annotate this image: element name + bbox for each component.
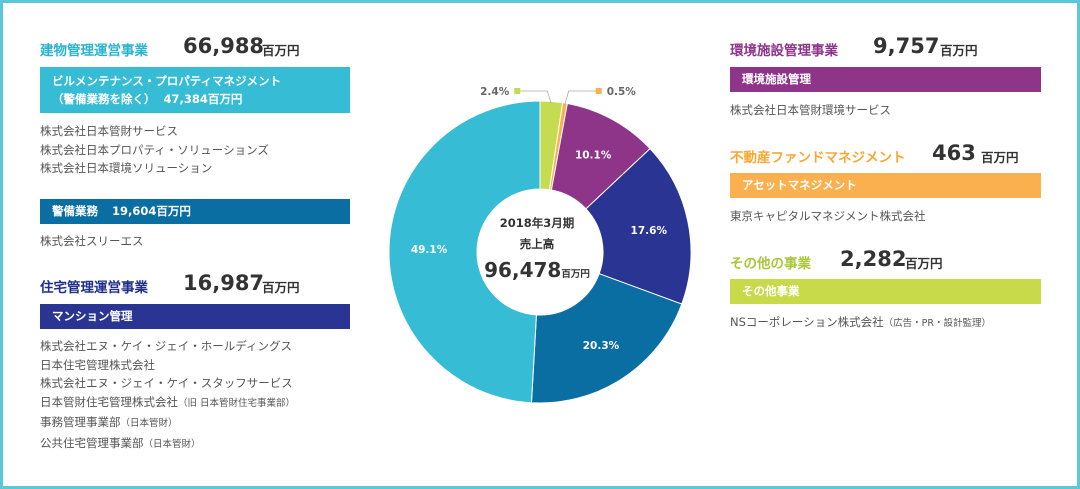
- security-bar-value: 19,604百万円: [112, 204, 191, 218]
- housing-segment-title: 住宅管理運営事業: [40, 280, 148, 296]
- env-segment-value: 9,757: [873, 34, 940, 58]
- slice-label: 17.6%: [631, 225, 668, 237]
- list-item: 株式会社日本プロパティ・ソリューションズ: [40, 142, 269, 157]
- asset-bar: アセットマネジメント: [730, 173, 1041, 198]
- center-total-value: 96,478: [484, 258, 562, 282]
- building-bar-line2-label: （警備業務を除く）: [52, 92, 156, 106]
- list-item: 株式会社エヌ・ジェイ・ケイ・スタッフサービス: [40, 374, 295, 393]
- housing-segment-value: 16,987: [183, 271, 265, 295]
- center-period: 2018年3月期: [499, 216, 575, 230]
- list-item: 公共住宅管理事業部（日本管財）: [40, 434, 295, 455]
- company-name: 日本住宅管理株式会社: [40, 357, 155, 372]
- slice-label: 10.1%: [575, 150, 612, 162]
- callout-marker: [514, 88, 521, 94]
- other-segment-value: 2,282: [840, 247, 907, 271]
- company-note: （日本管財）: [143, 438, 201, 450]
- company-name: 株式会社エヌ・ジェイ・ケイ・スタッフサービス: [40, 376, 293, 391]
- security-bar-label: 警備業務: [52, 204, 98, 218]
- fund-segment-value: 463: [932, 141, 976, 165]
- donut-hole: [477, 189, 603, 315]
- company-name: 日本管財住宅管理株式会社: [40, 394, 178, 409]
- center-label: 売上高: [519, 237, 555, 251]
- other-segment-unit: 百万円: [905, 256, 943, 271]
- building-segment-value: 66,988: [183, 34, 265, 58]
- list-item: 株式会社日本環境ソリューション: [40, 161, 213, 176]
- security-company-list: 株式会社スリーエス: [40, 232, 144, 251]
- company-note: （広告・PR・設計監理）: [883, 318, 992, 329]
- other-company: NSコーポレーション株式会社（広告・PR・設計監理）: [730, 313, 991, 334]
- security-bar: 警備業務 19,604百万円: [40, 199, 350, 224]
- center-total: 96,478百万円: [482, 258, 592, 282]
- list-item: 事務管理事業部（日本管財）: [40, 413, 295, 434]
- slice-label: 0.5%: [607, 86, 637, 98]
- company-note: （旧 日本管財住宅事業部）: [178, 397, 296, 409]
- slice-label: 49.1%: [411, 244, 448, 256]
- company-name: 株式会社エヌ・ケイ・ジェイ・ホールディングス: [40, 339, 292, 353]
- company-name: 公共住宅管理事業部: [40, 435, 144, 450]
- list-item: 日本住宅管理株式会社: [40, 356, 295, 375]
- callout-marker: [595, 88, 602, 94]
- list-item: 株式会社日本管財サービス: [40, 124, 178, 138]
- list-item: 株式会社スリーエス: [40, 234, 144, 248]
- building-maintenance-bar: ビルメンテナンス・プロパティマネジメント （警備業務を除く） 47,384百万円: [40, 67, 350, 113]
- housing-segment-unit: 百万円: [262, 280, 300, 295]
- center-total-unit: 百万円: [561, 269, 590, 280]
- company-note: （日本管財）: [120, 418, 178, 430]
- building-segment-unit: 百万円: [262, 43, 300, 58]
- building-bar-line2: （警備業務を除く） 47,384百万円: [52, 90, 350, 108]
- company-name: 株式会社日本管財環境サービス: [730, 103, 891, 117]
- env-company: 株式会社日本管財環境サービス: [730, 101, 891, 120]
- env-segment-title: 環境施設管理事業: [730, 43, 838, 59]
- fund-segment-unit: 百万円: [981, 150, 1019, 165]
- other-segment-title: その他の事業: [730, 256, 811, 272]
- list-item: 株式会社エヌ・ケイ・ジェイ・ホールディングス: [40, 337, 295, 356]
- housing-company-list: 株式会社エヌ・ケイ・ジェイ・ホールディングス 日本住宅管理株式会社 株式会社エヌ…: [40, 337, 295, 455]
- company-name: 東京キャピタルマネジメント株式会社: [730, 209, 926, 223]
- mansion-bar: マンション管理: [40, 304, 350, 329]
- callout-line: [517, 90, 552, 104]
- other-bar: その他事業: [730, 279, 1041, 304]
- company-name: 事務管理事業部: [40, 415, 121, 430]
- slice-label: 2.4%: [480, 86, 510, 98]
- building-bar-line1: ビルメンテナンス・プロパティマネジメント: [52, 74, 282, 88]
- slice-label: 20.3%: [583, 340, 620, 352]
- callout-line: [564, 90, 599, 106]
- fund-company: 東京キャピタルマネジメント株式会社: [730, 207, 926, 226]
- building-company-list: 株式会社日本管財サービス 株式会社日本プロパティ・ソリューションズ 株式会社日本…: [40, 122, 269, 178]
- building-bar-line2-value: 47,384百万円: [163, 92, 243, 106]
- env-segment-unit: 百万円: [940, 43, 978, 58]
- list-item: 日本管財住宅管理株式会社（旧 日本管財住宅事業部）: [40, 393, 295, 414]
- fund-segment-title: 不動産ファンドマネジメント: [730, 150, 906, 166]
- company-name: NSコーポレーション株式会社: [730, 315, 884, 329]
- env-bar: 環境施設管理: [730, 67, 1041, 92]
- building-segment-title: 建物管理運営事業: [40, 43, 148, 59]
